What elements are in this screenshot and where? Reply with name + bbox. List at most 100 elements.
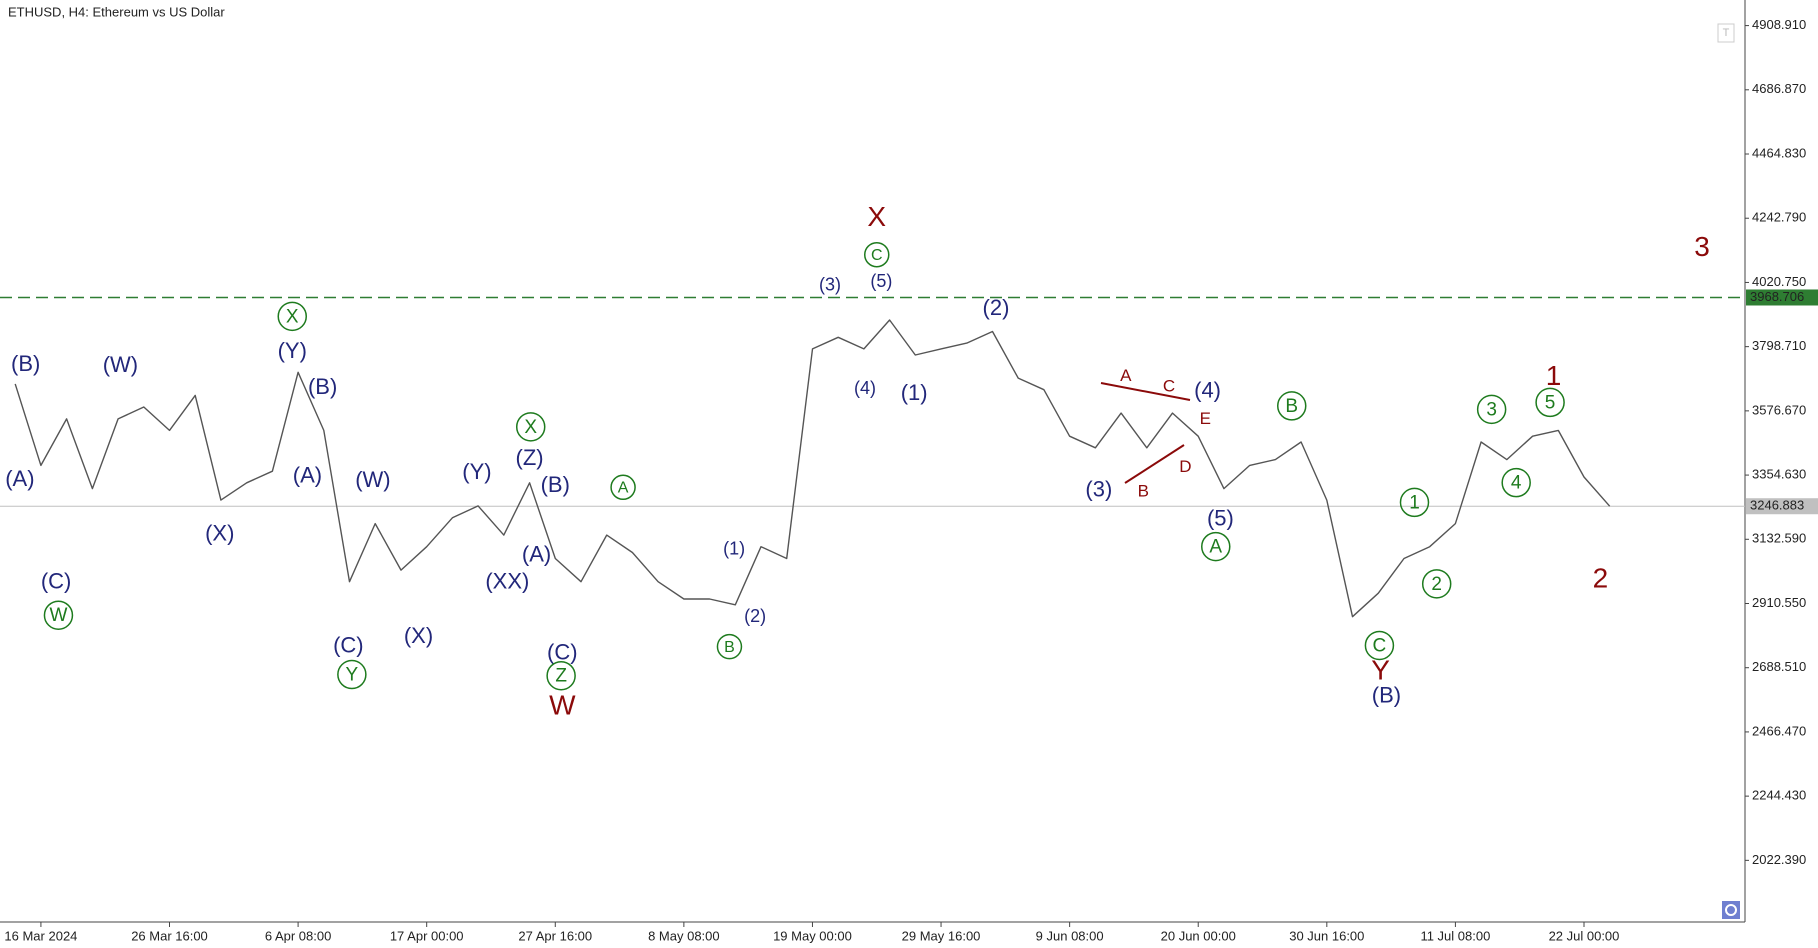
- settings-icon[interactable]: [1725, 904, 1737, 916]
- trade-button[interactable]: [1717, 23, 1735, 43]
- wave-circle: [1476, 394, 1507, 425]
- wave-label: 3: [1694, 231, 1710, 262]
- wave-label: Z: [555, 666, 567, 687]
- wave-label: C: [871, 247, 883, 264]
- wave-label: Y: [1371, 654, 1390, 685]
- x-tick-label: 20 Jun 00:00: [1161, 928, 1236, 943]
- x-tick-label: 11 Jul 08:00: [1420, 928, 1490, 943]
- y-tick-label: 4242.790: [1752, 210, 1806, 225]
- wave-label: (X): [205, 521, 234, 546]
- price-label: 3246.883: [1750, 498, 1804, 513]
- x-tick-label: 29 May 16:00: [902, 928, 981, 943]
- x-tick-label: 9 Jun 08:00: [1036, 928, 1104, 943]
- wave-label: (Y): [462, 459, 491, 484]
- y-tick-label: 3798.710: [1752, 338, 1806, 353]
- wave-circle: [277, 301, 307, 332]
- price-line-series: [14, 319, 1611, 618]
- wave-label: (A): [293, 462, 322, 487]
- y-tick-label: 2910.550: [1752, 595, 1806, 610]
- wave-circle: [515, 412, 546, 442]
- wave-label: A: [618, 480, 629, 497]
- y-tick-label: 4464.830: [1752, 145, 1806, 160]
- wave-label: (B): [1372, 682, 1401, 707]
- wave-label: X: [286, 306, 299, 327]
- y-tick-label: 4020.750: [1752, 274, 1806, 289]
- wave-circle: [1535, 387, 1565, 418]
- wave-label: (4): [1194, 378, 1221, 403]
- chart-title: ETHUSD, H4: Ethereum vs US Dollar: [8, 4, 225, 19]
- wave-label: C: [1373, 635, 1387, 656]
- wave-label: (Y): [278, 338, 307, 363]
- wave-label: A: [1120, 366, 1132, 385]
- wave-label: (1): [901, 380, 928, 405]
- y-tick-label: 2688.510: [1752, 659, 1806, 674]
- wave-circle: [1399, 487, 1430, 518]
- price-label-box: [1746, 289, 1818, 306]
- wave-label: (4): [854, 378, 876, 398]
- wave-label: D: [1179, 457, 1191, 476]
- wave-label: (C): [333, 632, 364, 657]
- wave-label: X: [524, 417, 537, 438]
- wave-label: B: [724, 639, 735, 656]
- x-tick-label: 8 May 08:00: [648, 928, 720, 943]
- wave-label: (1): [723, 539, 745, 559]
- wave-label: X: [867, 201, 886, 232]
- wave-label: (Z): [516, 445, 544, 470]
- price-label-box: [1746, 498, 1818, 515]
- wave-circle: [610, 474, 636, 501]
- x-tick-label: 27 Apr 16:00: [518, 928, 592, 943]
- wave-label: W: [549, 689, 576, 720]
- y-tick-label: 3576.670: [1752, 402, 1806, 417]
- wave-label: C: [1163, 377, 1175, 396]
- x-tick-label: 26 Mar 16:00: [131, 928, 208, 943]
- wave-circle: [1421, 569, 1452, 599]
- wave-label: (2): [983, 295, 1010, 320]
- wave-label: 1: [1409, 492, 1420, 513]
- y-tick-label: 4686.870: [1752, 81, 1806, 96]
- y-tick-label: 2022.390: [1752, 852, 1806, 867]
- y-tick-label: 3132.590: [1752, 531, 1806, 546]
- wave-label: Y: [346, 665, 359, 686]
- wave-label: (A): [5, 466, 34, 491]
- wave-label: (5): [1207, 506, 1234, 531]
- x-tick-label: 17 Apr 00:00: [390, 928, 464, 943]
- wave-label: (B): [308, 374, 337, 399]
- wave-label: (C): [41, 568, 72, 593]
- wave-label: 2: [1593, 563, 1609, 594]
- wave-label: (3): [819, 275, 841, 295]
- wave-circle: [1364, 630, 1395, 661]
- y-tick-label: 2244.430: [1752, 788, 1806, 803]
- y-tick-label: 4908.910: [1752, 17, 1806, 32]
- wave-circle: [1501, 467, 1531, 498]
- wave-label: 5: [1545, 392, 1556, 413]
- wave-label: (W): [103, 352, 138, 377]
- wave-circle: [43, 600, 74, 630]
- wave-label: (XX): [485, 568, 529, 593]
- wave-label: W: [49, 605, 67, 626]
- wave-label: 3: [1486, 399, 1497, 420]
- x-tick-label: 30 Jun 16:00: [1289, 928, 1364, 943]
- wave-label: (3): [1085, 476, 1112, 501]
- wave-label: (5): [870, 271, 892, 291]
- wave-label: (B): [11, 351, 40, 376]
- y-tick-label: 3354.630: [1752, 467, 1806, 482]
- wave-label: (W): [355, 467, 390, 492]
- wave-label: 4: [1511, 473, 1522, 494]
- wave-label: (A): [522, 542, 551, 567]
- price-label: 3968.706: [1750, 289, 1804, 304]
- settings-button[interactable]: [1722, 901, 1740, 919]
- wave-circle: [864, 241, 890, 268]
- wave-label: A: [1209, 537, 1222, 558]
- wave-label: B: [1138, 481, 1149, 500]
- wave-label: (X): [404, 623, 433, 648]
- y-tick-label: 2466.470: [1752, 723, 1806, 738]
- wave-circle: [337, 659, 367, 690]
- wave-label: (C): [547, 639, 578, 664]
- trade-icon[interactable]: T: [1723, 27, 1730, 39]
- wave-label: E: [1200, 409, 1211, 428]
- x-tick-label: 19 May 00:00: [773, 928, 852, 943]
- triangle-upper-line: [1100, 382, 1191, 401]
- triangle-lower-line: [1124, 444, 1185, 484]
